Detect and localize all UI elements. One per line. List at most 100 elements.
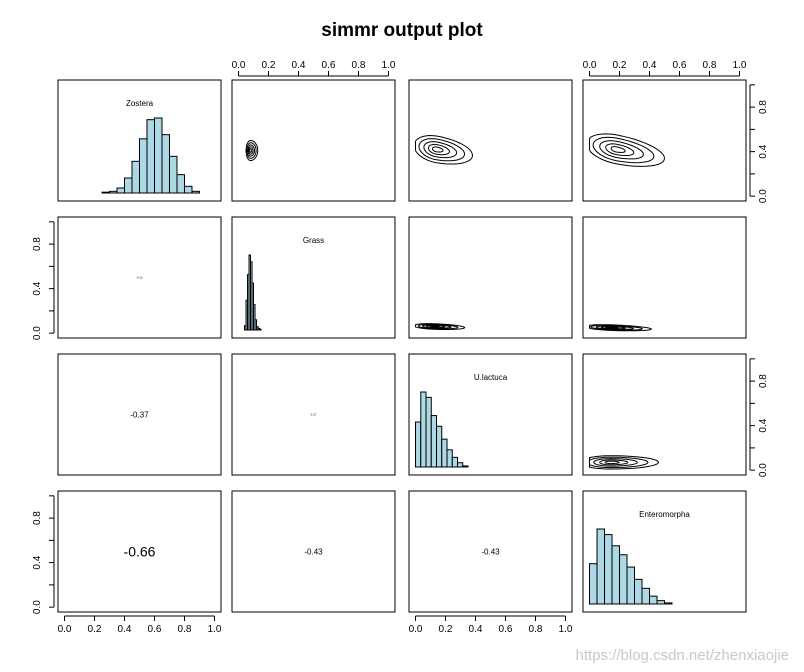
variable-name-zostera: Zostera — [126, 99, 154, 108]
y-tick-label-right-row2: 0.4 — [758, 418, 769, 432]
correlation-value-r3-c2: -0.43 — [481, 547, 500, 556]
histogram-bar-enteromorpha — [641, 587, 651, 605]
x-tick-label-bottom-col0: 0.0 — [58, 624, 72, 635]
histogram-bar-zostera — [131, 160, 140, 194]
contour-line-r0-c1 — [249, 148, 253, 153]
y-tick-label-right-row0: 0.0 — [758, 189, 769, 203]
y-tick-label-right-row0: 0.4 — [758, 144, 769, 158]
y-tick-label-right-row2: 0.8 — [758, 374, 769, 388]
panel-frame-r2-c1 — [231, 353, 396, 476]
x-tick-label-bottom-col2: 0.4 — [469, 624, 483, 635]
contour-line-r0-c1 — [245, 139, 259, 161]
correlation-value-r3-c1: -0.43 — [304, 547, 323, 556]
x-tick-label-top-col3: 0.4 — [643, 60, 657, 71]
panel-frame-r1-c2 — [408, 216, 573, 339]
histogram-bar-enteromorpha — [664, 602, 673, 605]
x-tick-label-bottom-col0: 0.6 — [148, 624, 162, 635]
contour-line-r0-c1 — [247, 144, 255, 157]
y-tick-label-right-row2: 0.0 — [758, 463, 769, 477]
contour-line-r0-c1 — [248, 146, 254, 155]
contour-line-r2-c3 — [589, 456, 649, 469]
y-tick-label-left-row1: 0.0 — [32, 326, 43, 340]
panel-frame-r0-c0 — [57, 79, 222, 202]
histogram-bar-enteromorpha — [604, 534, 613, 605]
y-tick-label-left-row3: 0.4 — [32, 555, 43, 569]
histogram-bar-u-lactuca — [446, 449, 453, 468]
panel-frame-r0-c2 — [408, 79, 573, 202]
x-tick-label-bottom-col2: 0.2 — [439, 624, 453, 635]
histogram-bar-enteromorpha — [656, 600, 666, 605]
histogram-bar-u-lactuca — [415, 421, 422, 468]
histogram-bar-enteromorpha — [589, 563, 598, 605]
variable-name-grass: Grass — [303, 236, 324, 245]
variable-name-u-lactuca: U.lactuca — [474, 373, 508, 382]
x-tick-label-top-col3: 1.0 — [733, 60, 747, 71]
panel-frame-r3-c3 — [582, 490, 747, 613]
contour-line-r1-c3 — [595, 325, 635, 330]
y-tick-label-left-row3: 0.0 — [32, 600, 43, 614]
histogram-bar-grass — [254, 319, 258, 331]
contour-line-r0-c1 — [246, 142, 257, 159]
contour-line-r0-c2 — [418, 138, 466, 162]
x-tick-label-top-col3: 0.8 — [703, 60, 717, 71]
x-tick-label-bottom-col2: 1.0 — [559, 624, 573, 635]
x-tick-label-top-col1: 0.4 — [292, 60, 306, 71]
contour-line-r0-c2 — [423, 141, 458, 159]
histogram-bar-enteromorpha — [611, 545, 621, 605]
contour-line-r1-c3 — [604, 326, 620, 329]
panel-frame-r0-c3 — [582, 79, 747, 202]
contour-line-r1-c3 — [589, 324, 643, 331]
histogram-bar-zostera — [116, 187, 126, 194]
histogram-bar-u-lactuca — [420, 391, 427, 468]
y-tick-label-right-row0: 0.8 — [758, 100, 769, 114]
y-tick-label-left-row1: 0.8 — [32, 237, 43, 251]
histogram-bar-zostera — [139, 138, 148, 194]
histogram-bar-u-lactuca — [441, 438, 448, 468]
panel-frame-r0-c1 — [231, 79, 396, 202]
histogram-bar-u-lactuca — [462, 465, 469, 468]
panel-frame-r1-c0 — [57, 216, 222, 339]
contour-line-r1-c2 — [417, 323, 459, 330]
x-tick-label-bottom-col2: 0.8 — [529, 624, 543, 635]
x-tick-label-top-col1: 0.6 — [322, 60, 336, 71]
x-tick-label-bottom-col0: 0.8 — [178, 624, 192, 635]
histogram-bar-zostera — [146, 119, 155, 194]
histogram-bar-enteromorpha — [626, 566, 636, 605]
x-tick-label-top-col1: 0.2 — [262, 60, 276, 71]
x-tick-label-top-col3: 0.0 — [583, 60, 597, 71]
correlation-value-r2-c1: 0.17 — [311, 413, 317, 417]
contour-line-r0-c3 — [610, 146, 626, 154]
contour-line-r2-c3 — [604, 460, 620, 465]
histogram-bar-grass — [253, 303, 256, 331]
histogram-bar-enteromorpha — [634, 578, 643, 605]
panel-frame-r3-c2 — [408, 490, 573, 613]
histogram-bar-zostera — [183, 185, 193, 194]
contour-line-r1-c2 — [422, 324, 452, 329]
histogram-bar-u-lactuca — [436, 425, 443, 468]
variable-name-enteromorpha: Enteromorpha — [639, 510, 690, 519]
contour-line-r0-c2 — [432, 146, 444, 153]
panel-frame-r2-c0 — [57, 353, 222, 476]
contour-line-r1-c2 — [429, 325, 440, 328]
x-tick-label-top-col3: 0.2 — [613, 60, 627, 71]
contour-line-r1-c2 — [425, 324, 446, 329]
histogram-bar-zostera — [161, 134, 170, 194]
histogram-bar-zostera — [176, 174, 185, 194]
contour-line-r0-c3 — [599, 140, 644, 160]
contour-line-r1-c3 — [600, 326, 626, 330]
panel-frame-r3-c0 — [57, 490, 222, 613]
x-tick-label-top-col3: 0.6 — [673, 60, 687, 71]
contour-line-r0-c3 — [605, 143, 635, 156]
contour-line-r1-c2 — [415, 323, 466, 330]
x-tick-label-bottom-col2: 0.0 — [409, 624, 423, 635]
x-tick-label-bottom-col0: 0.2 — [88, 624, 102, 635]
correlation-value-r2-c0: -0.37 — [130, 410, 149, 419]
x-tick-label-top-col1: 0.8 — [352, 60, 366, 71]
histogram-bar-zostera — [153, 117, 163, 194]
histogram-bar-zostera — [124, 177, 133, 194]
watermark: https://blog.csdn.net/zhenxiaojie — [576, 647, 789, 664]
chart-title: simmr output plot — [321, 20, 483, 41]
histogram-bar-enteromorpha — [649, 595, 658, 605]
